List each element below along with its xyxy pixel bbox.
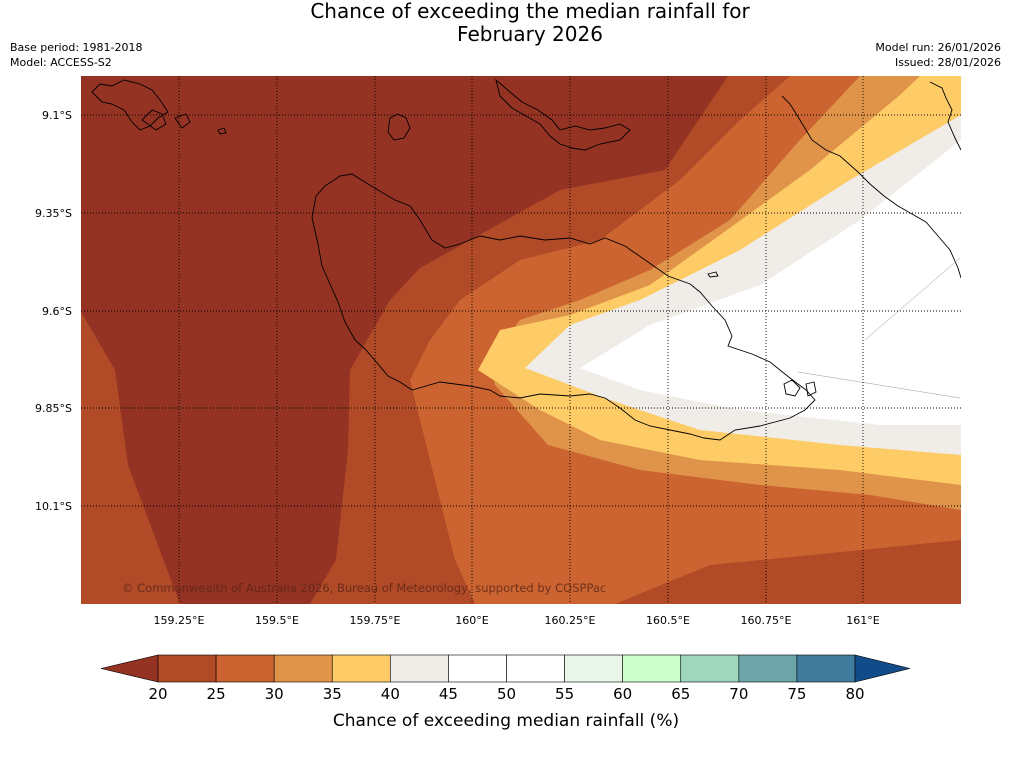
coastline-main-island [311, 173, 816, 441]
colorbar-tick-label: 20 [148, 685, 167, 703]
x-tick-label: 159.5°E [255, 614, 299, 627]
colorbar-cell [273, 654, 333, 683]
x-tick-label: 160.5°E [646, 614, 690, 627]
colorbar-cell [564, 654, 623, 683]
coastline-islet-d [805, 381, 817, 397]
colorbar-tick-label: 80 [845, 685, 864, 703]
y-tick-labels: 9.1°S 9.35°S 9.6°S 9.85°S 10.1°S [35, 109, 72, 513]
coastline-islet-a [217, 127, 227, 135]
colorbar-cell [680, 654, 740, 683]
band-below-20 [81, 76, 728, 604]
colorbar-cell [738, 654, 798, 683]
colorbar-cell [157, 654, 217, 683]
model-run-text: Model run: 26/01/2026 [875, 41, 1001, 54]
x-tick-label: 159.25°E [154, 614, 205, 627]
gridlines [81, 76, 961, 604]
colorbar-cell [448, 654, 507, 683]
y-tick-label: 10.1°S [35, 500, 72, 513]
x-tick-label: 159.75°E [350, 614, 401, 627]
colorbar-tick-label: 65 [671, 685, 690, 703]
colorbar-under-arrow [100, 654, 159, 683]
colorbar-tick-label: 50 [497, 685, 516, 703]
faint-line-1 [797, 371, 961, 399]
x-tick-labels: 159.25°E 159.5°E 159.75°E 160°E 160.25°E… [154, 614, 880, 627]
colorbar-tick-label: 25 [207, 685, 226, 703]
colorbar-cell [506, 654, 565, 683]
coastline-north-center [495, 78, 631, 151]
colorbar-cell [331, 654, 391, 683]
faint-lines [797, 257, 961, 399]
x-tick-label: 161°E [846, 614, 879, 627]
coastline-north-left-3 [174, 113, 191, 129]
title-line-1: Chance of exceeding the median rainfall … [310, 0, 750, 23]
meta-left: Base period: 1981-2018 Model: ACCESS-S2 [10, 40, 142, 70]
chart-title: Chance of exceeding the median rainfall … [230, 0, 830, 46]
meta-right: Model run: 26/01/2026 Issued: 28/01/2026 [875, 40, 1001, 70]
faint-line-2 [864, 257, 961, 341]
coastline-east [781, 95, 961, 279]
colorbar-cell [390, 654, 449, 683]
colorbar-tick-label: 60 [613, 685, 632, 703]
title-line-2: February 2026 [457, 22, 603, 46]
colorbar-cell [796, 654, 856, 683]
colorbar-cells [157, 654, 856, 683]
y-tick-label: 9.1°S [42, 109, 72, 122]
coastlines [91, 78, 961, 441]
y-tick-label: 9.85°S [35, 402, 72, 415]
coastline-islet-c [783, 379, 801, 397]
coastline-far-east [929, 81, 961, 151]
colorbar-tick-label: 70 [729, 685, 748, 703]
x-tick-label: 160°E [455, 614, 488, 627]
coastline-islet-b [707, 271, 719, 278]
colorbar-cell [215, 654, 275, 683]
colorbar-tick-label: 30 [265, 685, 284, 703]
colorbar-over-arrow [854, 654, 911, 683]
colorbar-tick-label: 75 [787, 685, 806, 703]
copyright-text: © Commonwealth of Australia 2026, Bureau… [122, 581, 606, 595]
contour-field: © Commonwealth of Australia 2026, Bureau… [81, 76, 961, 604]
base-period-text: Base period: 1981-2018 [10, 41, 143, 54]
colorbar-tick-label: 45 [439, 685, 458, 703]
band-45-50 [580, 140, 961, 425]
colorbar-tick-label: 40 [381, 685, 400, 703]
colorbar-tick-label: 55 [555, 685, 574, 703]
colorbar: 20 25 30 35 40 45 50 55 60 65 70 75 80 Chance of exc… [100, 654, 911, 731]
x-tick-label: 160.25°E [545, 614, 596, 627]
issued-text: Issued: 28/01/2026 [894, 56, 1001, 69]
colorbar-cell [622, 654, 682, 683]
colorbar-label: Chance of exceeding median rainfall (%) [333, 711, 679, 731]
colorbar-tick-labels: 20 25 30 35 40 45 50 55 60 65 70 75 80 [148, 685, 864, 703]
coastline-north-left-2 [141, 109, 167, 131]
x-tick-label: 160.75°E [741, 614, 792, 627]
y-tick-label: 9.35°S [35, 207, 72, 220]
model-text: Model: ACCESS-S2 [10, 56, 112, 69]
colorbar-tick-label: 35 [323, 685, 342, 703]
y-tick-label: 9.6°S [42, 305, 72, 318]
